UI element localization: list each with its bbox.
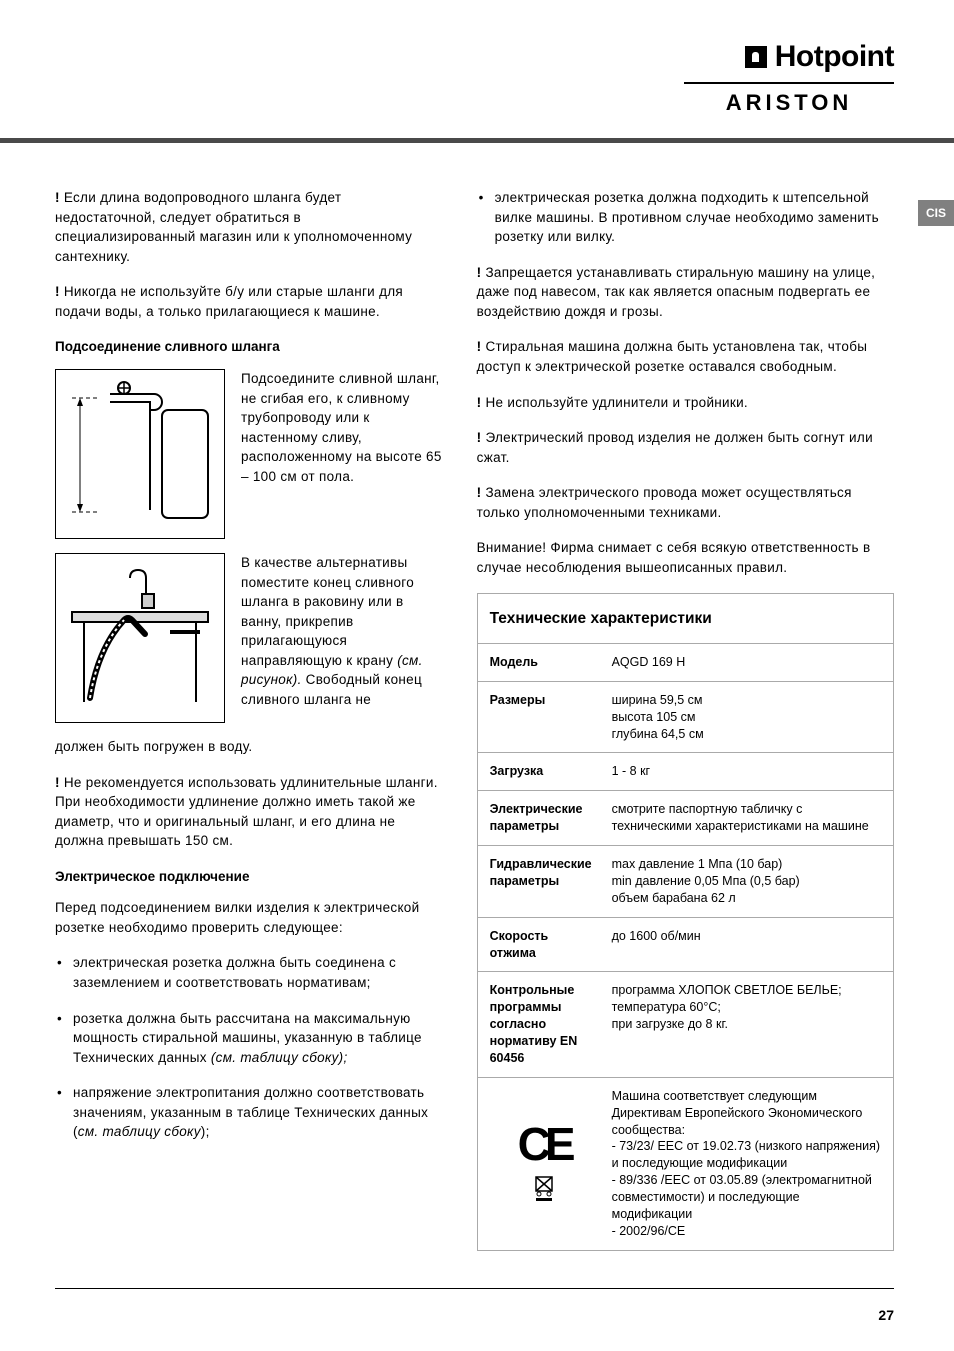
tech-row-value: max давление 1 Мпа (10 бар)min давление … (608, 846, 893, 917)
figure-drain-pipe-text: Подсоедините сливной шланг, не сгибая ег… (241, 369, 443, 486)
warning-outdoor: ! Запрещается устанавливать стиральную м… (477, 263, 894, 322)
brand-ariston: ARISTON (684, 90, 894, 116)
table-row: МодельAQGD 169 H (478, 644, 893, 682)
tech-row-label: Гидравлические параметры (478, 846, 608, 917)
heading-drain-hose: Подсоединение сливного шланга (55, 337, 443, 357)
brand-header: Hotpoint ARISTON (684, 40, 894, 116)
left-column: ! Если длина водопроводного шланга будет… (55, 188, 443, 1291)
heading-electrical: Электрическое подключение (55, 867, 443, 887)
warning-hose-length: ! Если длина водопроводного шланга будет… (55, 188, 443, 266)
figure-sink-drain: В качестве альтернативы поместите конец … (55, 553, 443, 723)
figure-drain-pipe-illustration (55, 369, 225, 539)
table-row: Гидравлические параметрыmax давление 1 М… (478, 846, 893, 918)
tech-row-value: AQGD 169 H (608, 644, 893, 681)
right-column: электрическая розетка должна подходить к… (477, 188, 894, 1291)
ce-mark-icon: CE (518, 1126, 570, 1201)
list-item: электрическая розетка должна подходить к… (495, 188, 894, 247)
list-item: розетка должна быть рассчитана на максим… (73, 1009, 443, 1068)
table-row: CE Машина соответствует следующим Директи… (478, 1078, 893, 1250)
tech-row-value: программа ХЛОПОК СВЕТЛОЕ БЕЛЬЕ;температу… (608, 972, 893, 1076)
tech-row-value: ширина 59,5 смвысота 105 смглубина 64,5 … (608, 682, 893, 753)
table-row: Загрузка1 - 8 кг (478, 753, 893, 791)
list-item: напряжение электропитания должно соответ… (73, 1083, 443, 1142)
warning-extension-hose: ! Не рекомендуется использовать удлините… (55, 773, 443, 851)
disclaimer-notice: Внимание! Фирма снимает с себя всякую от… (477, 538, 894, 577)
brand-hotpoint: Hotpoint (684, 40, 894, 74)
tech-row-value: 1 - 8 кг (608, 753, 893, 790)
technical-specs-table: Технические характеристики МодельAQGD 16… (477, 593, 894, 1250)
electrical-checklist: электрическая розетка должна быть соедин… (55, 953, 443, 1142)
figure-sink-drain-text: В качестве альтернативы поместите конец … (241, 553, 443, 710)
table-row: Размерыширина 59,5 смвысота 105 смглубин… (478, 682, 893, 754)
tech-specs-title: Технические характеристики (478, 594, 893, 643)
tech-row-label: Модель (478, 644, 608, 681)
table-row: Электрические параметрысмотрите паспортн… (478, 791, 893, 846)
tech-row-label: Электрические параметры (478, 791, 608, 845)
page-number: 27 (878, 1307, 894, 1323)
tech-row-label: Скорость отжима (478, 918, 608, 972)
figure-sink-drain-illustration (55, 553, 225, 723)
hotpoint-text: Hotpoint (775, 40, 894, 74)
tech-row-label: Размеры (478, 682, 608, 753)
figure-drain-pipe: Подсоедините сливной шланг, не сгибая ег… (55, 369, 443, 539)
table-row: Скорость отжимадо 1600 об/мин (478, 918, 893, 973)
warning-socket-access: ! Стиральная машина должна быть установл… (477, 337, 894, 376)
brand-divider (684, 82, 894, 84)
warning-cable-replace: ! Замена электрического провода может ос… (477, 483, 894, 522)
tech-row-label: Загрузка (478, 753, 608, 790)
list-item: электрическая розетка должна быть соедин… (73, 953, 443, 992)
hotpoint-icon (745, 46, 767, 68)
footer-rule (55, 1288, 894, 1289)
electrical-checklist-cont: электрическая розетка должна подходить к… (477, 188, 894, 247)
electrical-intro: Перед подсоединением вилки изделия к эле… (55, 898, 443, 937)
tech-row-value: Машина соответствует следующим Директива… (608, 1078, 893, 1250)
warning-cable-bent: ! Электрический провод изделия не должен… (477, 428, 894, 467)
warning-old-hoses: ! Никогда не используйте б/у или старые … (55, 282, 443, 321)
header-rule (0, 138, 954, 143)
language-tab: CIS (918, 200, 954, 226)
tech-row-label: CE (478, 1078, 608, 1250)
weee-icon (533, 1173, 555, 1201)
tech-row-label: Контрольные программы согласно нормативу… (478, 972, 608, 1076)
tech-row-value: до 1600 об/мин (608, 918, 893, 972)
warning-extensions: ! Не используйте удлинители и тройники. (477, 393, 894, 413)
table-row: Контрольные программы согласно нормативу… (478, 972, 893, 1077)
tech-row-value: смотрите паспортную табличку с техническ… (608, 791, 893, 845)
figure-sink-drain-text-cont: должен быть погружен в воду. (55, 737, 443, 757)
